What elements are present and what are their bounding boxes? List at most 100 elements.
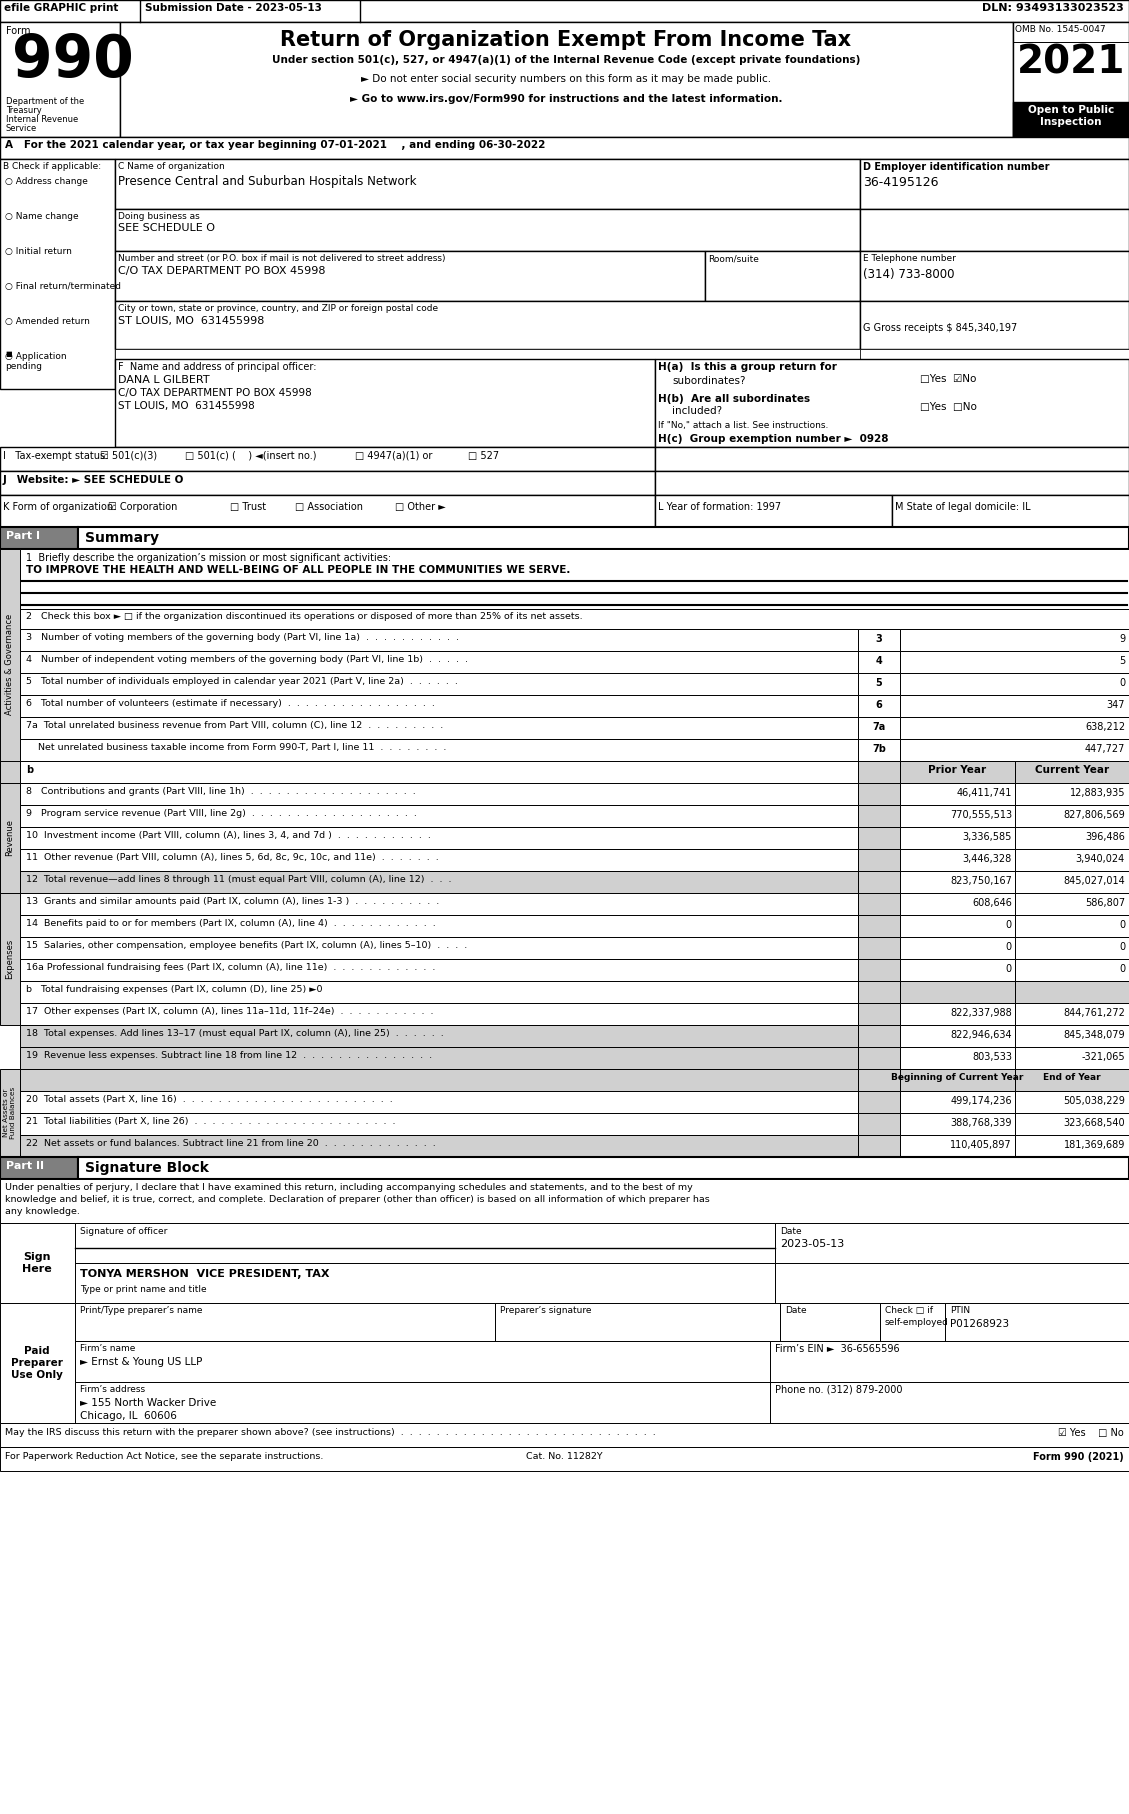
- Bar: [900, 762, 1015, 784]
- Text: 0: 0: [1119, 941, 1124, 952]
- Text: Date: Date: [780, 1226, 802, 1235]
- Text: D Employer identification number: D Employer identification number: [863, 161, 1050, 172]
- Bar: [900, 784, 1015, 805]
- Text: G Gross receipts $ 845,340,197: G Gross receipts $ 845,340,197: [863, 323, 1017, 334]
- Bar: [858, 1003, 900, 1025]
- Bar: [860, 250, 1129, 301]
- Bar: [858, 827, 900, 849]
- Text: Treasury: Treasury: [6, 105, 42, 114]
- Text: 822,946,634: 822,946,634: [951, 1030, 1012, 1039]
- Text: ☑ 501(c)(3): ☑ 501(c)(3): [100, 452, 157, 461]
- Bar: [858, 1136, 900, 1157]
- Bar: [858, 651, 900, 673]
- Bar: [900, 1047, 1015, 1068]
- Text: City or town, state or province, country, and ZIP or foreign postal code: City or town, state or province, country…: [119, 305, 438, 314]
- Text: b: b: [26, 766, 33, 775]
- Bar: [1015, 849, 1129, 871]
- Text: 0: 0: [1006, 941, 1012, 952]
- Bar: [655, 446, 1129, 472]
- Text: ST LOUIS, MO  631455998: ST LOUIS, MO 631455998: [119, 316, 264, 327]
- Bar: [0, 0, 1129, 22]
- Bar: [1015, 892, 1129, 914]
- Text: 36-4195126: 36-4195126: [863, 176, 938, 189]
- Text: 3   Number of voting members of the governing body (Part VI, line 1a)  .  .  .  : 3 Number of voting members of the govern…: [26, 633, 460, 642]
- Bar: [1015, 960, 1129, 981]
- Bar: [20, 1136, 858, 1157]
- Bar: [770, 1341, 1129, 1382]
- Bar: [1015, 914, 1129, 938]
- Text: Revenue: Revenue: [6, 820, 15, 856]
- Bar: [75, 1263, 774, 1302]
- Bar: [0, 528, 78, 550]
- Text: K Form of organization:: K Form of organization:: [3, 502, 116, 512]
- Bar: [20, 1003, 858, 1025]
- Bar: [774, 1263, 1129, 1302]
- Text: 827,806,569: 827,806,569: [1064, 811, 1124, 820]
- Bar: [20, 610, 1129, 629]
- Text: Activities & Governance: Activities & Governance: [6, 613, 15, 715]
- Text: 803,533: 803,533: [972, 1052, 1012, 1061]
- Text: subordinates?: subordinates?: [672, 375, 745, 386]
- Bar: [858, 805, 900, 827]
- Text: Expenses: Expenses: [6, 940, 15, 980]
- Text: 822,337,988: 822,337,988: [951, 1009, 1012, 1018]
- Text: TO IMPROVE THE HEALTH AND WELL-BEING OF ALL PEOPLE IN THE COMMUNITIES WE SERVE.: TO IMPROVE THE HEALTH AND WELL-BEING OF …: [26, 564, 570, 575]
- Bar: [1015, 1114, 1129, 1136]
- Bar: [900, 871, 1015, 892]
- Bar: [1015, 1068, 1129, 1090]
- Text: ○ Final return/terminated: ○ Final return/terminated: [5, 281, 121, 290]
- Bar: [0, 1068, 20, 1157]
- Text: ■: ■: [5, 350, 11, 357]
- Text: Department of the: Department of the: [6, 96, 85, 105]
- Text: OMB No. 1545-0047: OMB No. 1545-0047: [1015, 25, 1105, 34]
- Text: □Yes  □No: □Yes □No: [920, 403, 977, 412]
- Text: Check □ if: Check □ if: [885, 1306, 933, 1315]
- Bar: [115, 359, 655, 446]
- Text: Phone no. (312) 879-2000: Phone no. (312) 879-2000: [774, 1386, 902, 1395]
- Text: L Year of formation: 1997: L Year of formation: 1997: [658, 502, 781, 512]
- Bar: [20, 1025, 858, 1047]
- Text: 0: 0: [1119, 963, 1124, 974]
- Text: ► Ernst & Young US LLP: ► Ernst & Young US LLP: [80, 1357, 202, 1368]
- Bar: [1015, 938, 1129, 960]
- Bar: [115, 209, 860, 250]
- Bar: [945, 1302, 1129, 1341]
- Text: Open to Public
Inspection: Open to Public Inspection: [1027, 105, 1114, 127]
- Text: -321,065: -321,065: [1082, 1052, 1124, 1061]
- Text: For Paperwork Reduction Act Notice, see the separate instructions.: For Paperwork Reduction Act Notice, see …: [5, 1451, 323, 1460]
- Bar: [20, 827, 858, 849]
- Text: 13  Grants and similar amounts paid (Part IX, column (A), lines 1-3 )  .  .  .  : 13 Grants and similar amounts paid (Part…: [26, 896, 439, 905]
- Bar: [892, 495, 1129, 528]
- Text: 110,405,897: 110,405,897: [951, 1139, 1012, 1150]
- Text: ST LOUIS, MO  631455998: ST LOUIS, MO 631455998: [119, 401, 255, 412]
- Bar: [900, 892, 1015, 914]
- Text: 2   Check this box ► □ if the organization discontinued its operations or dispos: 2 Check this box ► □ if the organization…: [26, 611, 583, 620]
- Bar: [115, 250, 704, 301]
- Text: 0: 0: [1119, 920, 1124, 931]
- Text: □ Association: □ Association: [295, 502, 364, 512]
- Bar: [75, 1382, 770, 1422]
- Bar: [1013, 102, 1129, 138]
- Bar: [858, 938, 900, 960]
- Bar: [655, 359, 1129, 446]
- Bar: [0, 550, 20, 778]
- Text: Signature Block: Signature Block: [85, 1161, 209, 1175]
- Text: 608,646: 608,646: [972, 898, 1012, 909]
- Text: 181,369,689: 181,369,689: [1064, 1139, 1124, 1150]
- Bar: [858, 784, 900, 805]
- Bar: [20, 892, 858, 914]
- Text: 0: 0: [1119, 678, 1124, 688]
- Text: 12,883,935: 12,883,935: [1069, 787, 1124, 798]
- Bar: [858, 871, 900, 892]
- Bar: [1015, 762, 1129, 784]
- Text: 845,027,014: 845,027,014: [1064, 876, 1124, 885]
- Text: H(b)  Are all subordinates: H(b) Are all subordinates: [658, 394, 811, 405]
- Text: 845,348,079: 845,348,079: [1064, 1030, 1124, 1039]
- Text: 5: 5: [876, 678, 883, 688]
- Text: If "No," attach a list. See instructions.: If "No," attach a list. See instructions…: [658, 421, 829, 430]
- Bar: [858, 892, 900, 914]
- Text: □Yes  ☑No: □Yes ☑No: [920, 374, 977, 385]
- Text: Summary: Summary: [85, 532, 159, 544]
- Text: H(a)  Is this a group return for: H(a) Is this a group return for: [658, 363, 837, 372]
- Text: 3,446,328: 3,446,328: [963, 854, 1012, 863]
